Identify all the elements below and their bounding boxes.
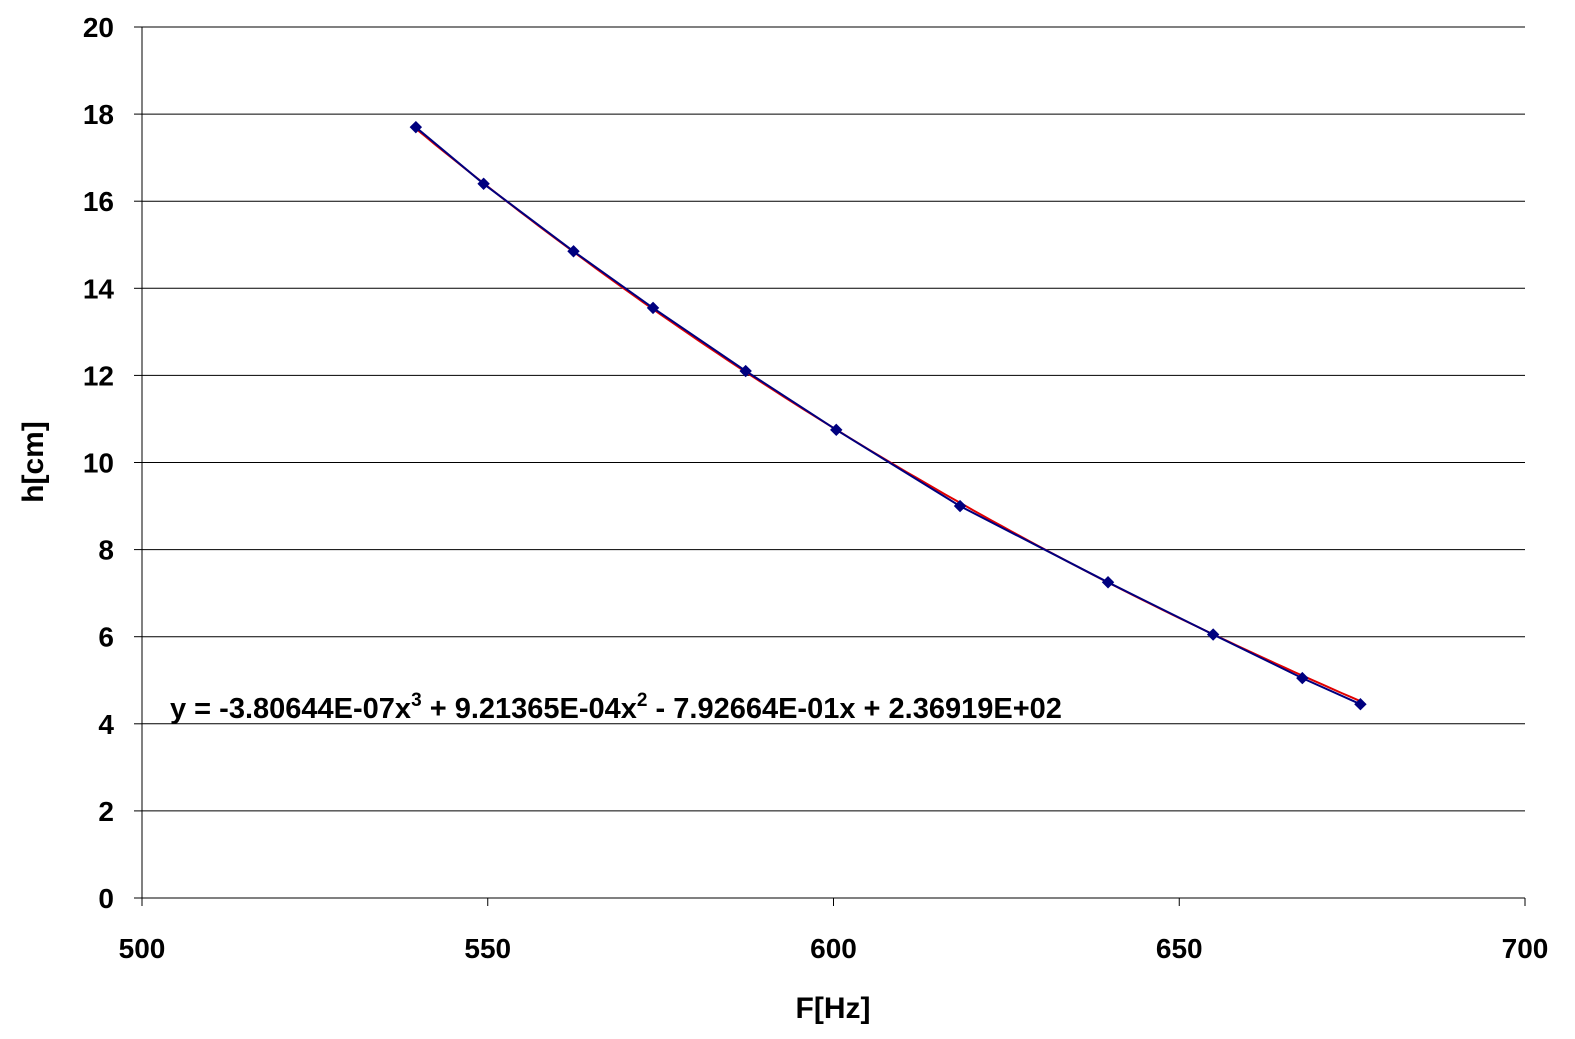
data-point	[1101, 576, 1115, 589]
equation-part-2: + 9.21365E-04x	[422, 693, 637, 725]
y-ticks: 0 2 4 6 8 10 12 14 16 18 20	[83, 12, 142, 914]
y-tick-label: 20	[83, 12, 114, 43]
y-tick-label: 0	[98, 883, 114, 914]
y-tick-label: 4	[98, 709, 114, 740]
data-point	[567, 245, 580, 258]
trendline	[415, 127, 1361, 703]
trendline-group	[415, 127, 1361, 703]
x-axis-title: F[Hz]	[796, 992, 871, 1025]
series-line-group	[415, 126, 1361, 706]
x-tick-label: 700	[1502, 933, 1549, 964]
y-tick-label: 8	[98, 535, 114, 566]
equation-part-1: y = -3.80644E-07x	[170, 693, 411, 725]
y-tick-label: 2	[98, 796, 114, 827]
x-tick-label: 500	[119, 933, 166, 964]
data-point	[1206, 628, 1220, 641]
data-point	[830, 423, 843, 437]
y-tick-label: 14	[83, 273, 115, 304]
data-point	[409, 120, 423, 134]
trendline-equation: y = -3.80644E-07x3 + 9.21365E-04x2 - 7.9…	[170, 690, 1062, 725]
data-point	[953, 499, 967, 513]
y-tick-label: 12	[83, 360, 114, 391]
data-point	[646, 301, 660, 315]
equation-sup-2: 2	[637, 690, 648, 711]
x-tick-label: 550	[464, 933, 511, 964]
data-point	[1296, 671, 1309, 685]
x-tick-label: 650	[1156, 933, 1203, 964]
data-point	[1354, 697, 1367, 711]
x-ticks: 500 550 600 650 700	[119, 898, 1549, 964]
data-point	[477, 177, 490, 190]
y-axis-title: h[cm]	[17, 421, 50, 503]
data-point	[739, 364, 752, 378]
y-tick-label: 6	[98, 622, 114, 653]
series-line	[415, 126, 1361, 706]
x-tick-label: 600	[810, 933, 857, 964]
y-tick-label: 16	[83, 186, 114, 217]
points	[409, 120, 1367, 711]
y-tick-label: 18	[83, 99, 114, 130]
equation-part-3: - 7.92664E-01x + 2.36919E+02	[647, 693, 1061, 725]
gridlines	[142, 26, 1525, 812]
equation-sup-1: 3	[411, 690, 422, 711]
y-tick-label: 10	[83, 448, 114, 479]
